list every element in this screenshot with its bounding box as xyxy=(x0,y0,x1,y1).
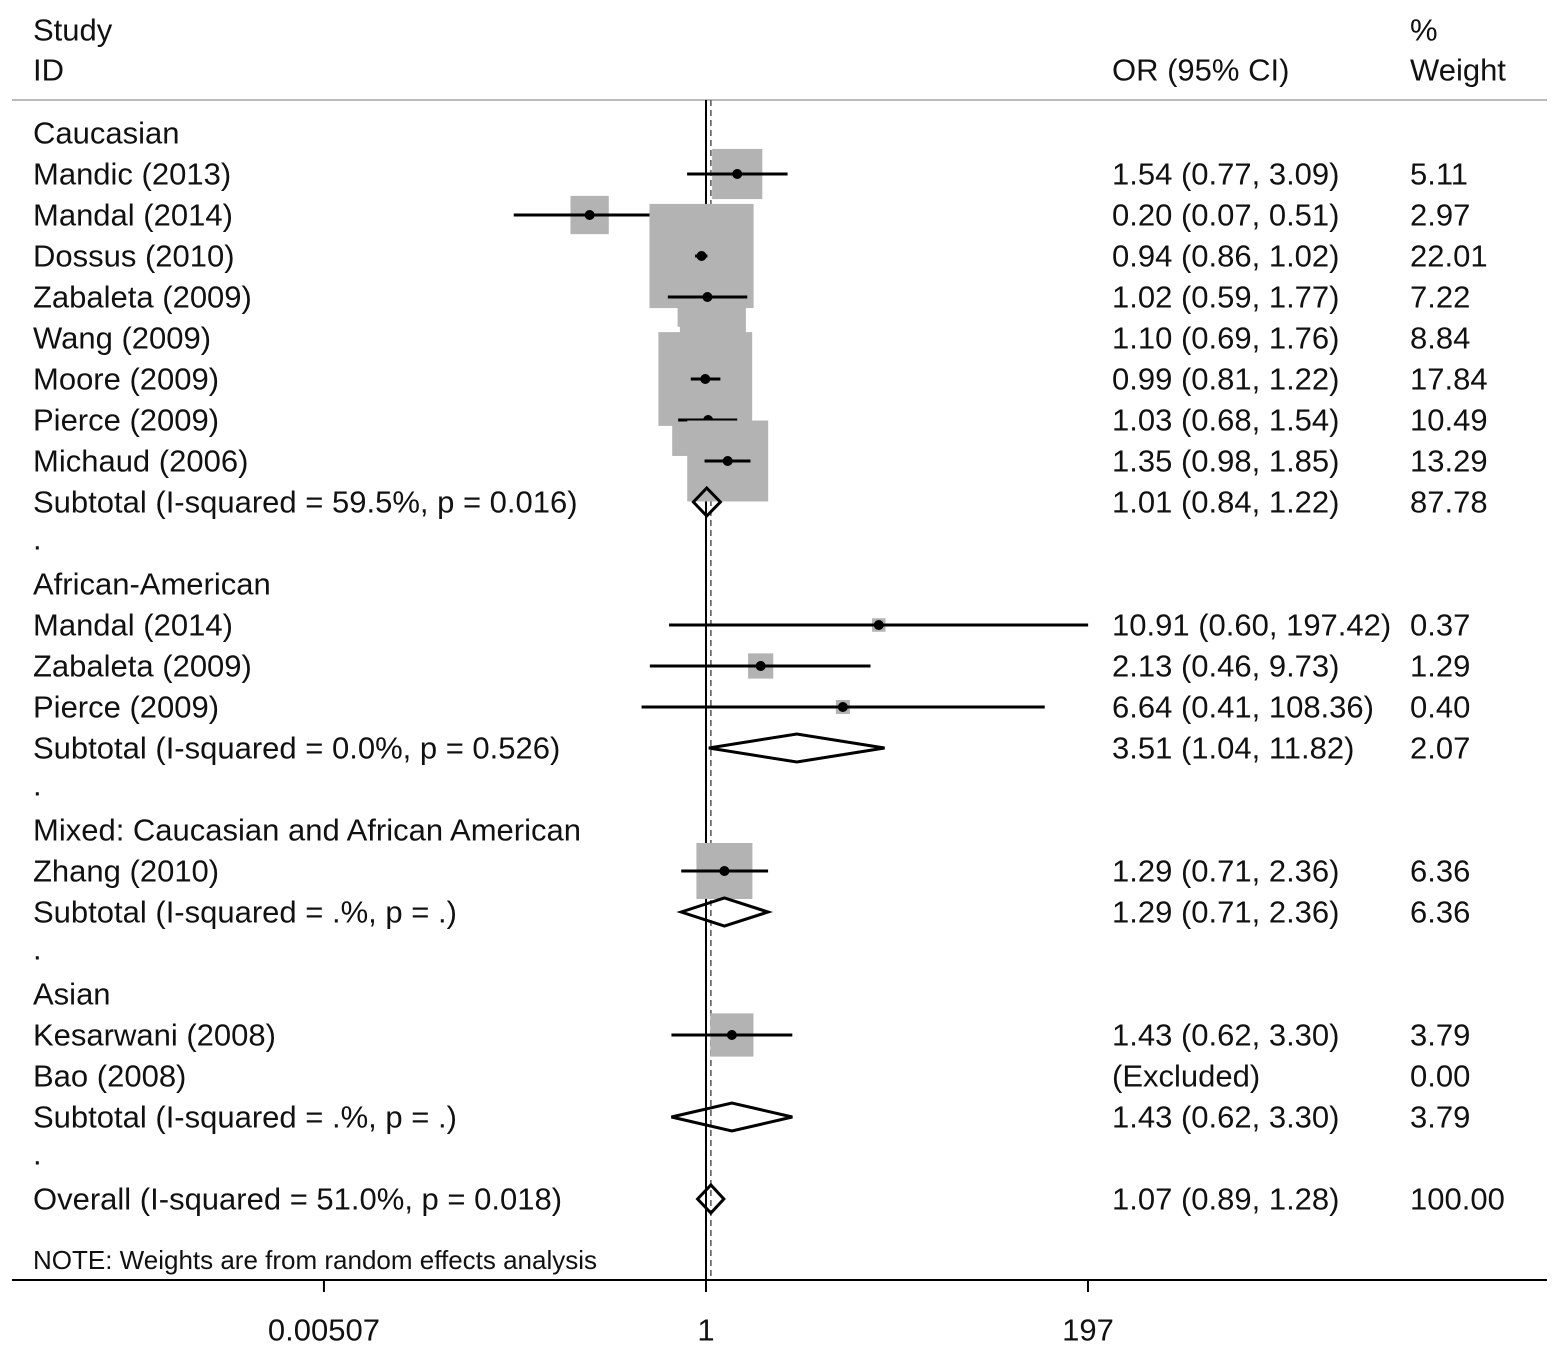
point-estimate xyxy=(700,374,711,384)
or-ci-value: 1.29 (0.71, 2.36) xyxy=(1112,895,1340,930)
group-label: Caucasian xyxy=(33,116,179,151)
or-ci-value: (Excluded) xyxy=(1112,1059,1260,1094)
or-ci-value: 1.02 (0.59, 1.77) xyxy=(1112,280,1340,315)
weight-value: 3.79 xyxy=(1410,1018,1470,1053)
header-or: OR (95% CI) xyxy=(1112,53,1289,88)
point-estimate xyxy=(873,620,884,630)
weight-value: 1.29 xyxy=(1410,649,1470,684)
study-label: Mandal (2014) xyxy=(33,198,233,233)
x-tick-label: 1 xyxy=(697,1313,714,1348)
weight-value: 17.84 xyxy=(1410,362,1488,397)
point-estimate xyxy=(722,456,733,466)
note: NOTE: Weights are from random effects an… xyxy=(33,1245,597,1275)
study-label: Dossus (2010) xyxy=(33,239,235,274)
weight-value: 100.00 xyxy=(1410,1182,1505,1217)
study-label: Pierce (2009) xyxy=(33,690,219,725)
spacer-dot: . xyxy=(33,932,42,967)
or-ci-value: 1.07 (0.89, 1.28) xyxy=(1112,1182,1340,1217)
point-estimate xyxy=(696,251,707,261)
weight-value: 10.49 xyxy=(1410,403,1488,438)
subtotal-diamond xyxy=(708,732,885,764)
subtotal-label: Subtotal (I-squared = .%, p = .) xyxy=(33,1100,457,1135)
header-percent: % xyxy=(1410,13,1438,48)
subtotal-label: Subtotal (I-squared = 0.0%, p = 0.526) xyxy=(33,731,560,766)
or-ci-value: 3.51 (1.04, 11.82) xyxy=(1112,731,1354,766)
weight-value: 7.22 xyxy=(1410,280,1470,315)
weight-value: 6.36 xyxy=(1410,854,1470,889)
or-ci-value: 1.54 (0.77, 3.09) xyxy=(1112,157,1340,192)
or-ci-value: 0.20 (0.07, 0.51) xyxy=(1112,198,1340,233)
study-label: Bao (2008) xyxy=(33,1059,186,1094)
or-ci-value: 1.29 (0.71, 2.36) xyxy=(1112,854,1340,889)
or-ci-value: 1.03 (0.68, 1.54) xyxy=(1112,403,1340,438)
weight-value: 0.00 xyxy=(1410,1059,1470,1094)
x-tick-label: 0.00507 xyxy=(268,1313,380,1348)
or-ci-value: 10.91 (0.60, 197.42) xyxy=(1112,608,1391,643)
weight-value: 0.40 xyxy=(1410,690,1470,725)
or-ci-value: 2.13 (0.46, 9.73) xyxy=(1112,649,1340,684)
point-estimate xyxy=(837,702,848,712)
point-estimate xyxy=(726,1030,737,1040)
x-tick-label: 197 xyxy=(1062,1313,1114,1348)
point-estimate xyxy=(584,210,595,220)
study-label: Wang (2009) xyxy=(33,321,211,356)
point-estimate xyxy=(719,866,730,876)
header-weight: Weight xyxy=(1410,53,1506,88)
study-label: Zabaleta (2009) xyxy=(33,280,252,315)
study-label: Kesarwani (2008) xyxy=(33,1018,276,1053)
point-estimate xyxy=(702,292,713,302)
study-label: Mandal (2014) xyxy=(33,608,233,643)
subtotal-diamond xyxy=(671,1101,793,1133)
study-label: Zhang (2010) xyxy=(33,854,219,889)
weight-value: 6.36 xyxy=(1410,895,1470,930)
or-ci-value: 6.64 (0.41, 108.36) xyxy=(1112,690,1374,725)
weight-value: 2.97 xyxy=(1410,198,1470,233)
overall-diamond xyxy=(695,1182,726,1216)
or-ci-value: 1.01 (0.84, 1.22) xyxy=(1112,485,1340,520)
weight-value: 0.37 xyxy=(1410,608,1470,643)
weight-value: 8.84 xyxy=(1410,321,1470,356)
subtotal-label: Subtotal (I-squared = .%, p = .) xyxy=(33,895,457,930)
or-ci-value: 1.43 (0.62, 3.30) xyxy=(1112,1018,1340,1053)
weight-value: 5.11 xyxy=(1410,157,1468,192)
or-ci-value: 1.10 (0.69, 1.76) xyxy=(1112,321,1340,356)
weight-value: 87.78 xyxy=(1410,485,1488,520)
overall-label: Overall (I-squared = 51.0%, p = 0.018) xyxy=(33,1182,562,1217)
header-id: ID xyxy=(33,53,64,88)
spacer-dot: . xyxy=(33,522,42,557)
or-ci-value: 0.94 (0.86, 1.02) xyxy=(1112,239,1340,274)
study-label: Michaud (2006) xyxy=(33,444,248,479)
group-label: Mixed: Caucasian and African American xyxy=(33,813,581,848)
weight-value: 13.29 xyxy=(1410,444,1488,479)
subtotal-diamond xyxy=(676,896,773,928)
header-study: Study xyxy=(33,13,113,48)
spacer-dot: . xyxy=(33,1137,42,1172)
study-label: Pierce (2009) xyxy=(33,403,219,438)
subtotal-diamond xyxy=(691,485,723,519)
point-estimate xyxy=(732,169,743,179)
group-label: Asian xyxy=(33,977,111,1012)
spacer-dot: . xyxy=(33,768,42,803)
or-ci-value: 1.43 (0.62, 3.30) xyxy=(1112,1100,1340,1135)
weight-value: 3.79 xyxy=(1410,1100,1470,1135)
or-ci-value: 0.99 (0.81, 1.22) xyxy=(1112,362,1340,397)
study-label: Moore (2009) xyxy=(33,362,219,397)
study-label: Zabaleta (2009) xyxy=(33,649,252,684)
weight-value: 2.07 xyxy=(1410,731,1470,766)
weight-value: 22.01 xyxy=(1410,239,1488,274)
or-ci-value: 1.35 (0.98, 1.85) xyxy=(1112,444,1340,479)
subtotal-label: Subtotal (I-squared = 59.5%, p = 0.016) xyxy=(33,485,578,520)
study-label: Mandic (2013) xyxy=(33,157,231,192)
group-label: African-American xyxy=(33,567,271,602)
point-estimate xyxy=(755,661,766,671)
